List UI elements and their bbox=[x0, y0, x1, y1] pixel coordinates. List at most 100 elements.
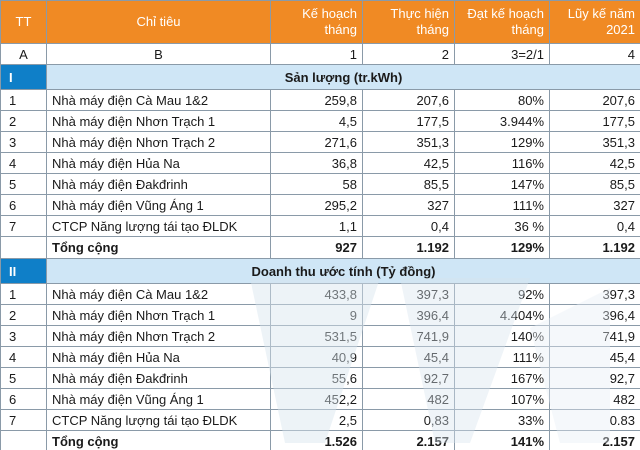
row-ke-hoach: 40,9 bbox=[270, 346, 363, 368]
row-tt: 1 bbox=[0, 89, 47, 111]
total-row: Tổng cộng 1.526 2.157 141% 2.157 bbox=[0, 430, 640, 450]
row-ke-hoach: 36,8 bbox=[270, 152, 363, 174]
row-tt: 3 bbox=[0, 131, 47, 153]
total-ke-hoach: 927 bbox=[270, 236, 363, 259]
section-number: II bbox=[0, 258, 47, 284]
section-number: I bbox=[0, 64, 47, 90]
row-tt: 6 bbox=[0, 194, 47, 216]
row-name: CTCP Năng lượng tái tạo ĐLDK bbox=[46, 409, 271, 431]
row-thuc-hien: 397,3 bbox=[362, 283, 455, 305]
row-thuc-hien: 45,4 bbox=[362, 346, 455, 368]
row-name: Nhà máy điện Nhơn Trạch 2 bbox=[46, 131, 271, 153]
row-luy-ke: 85,5 bbox=[549, 173, 640, 195]
index-cell: 1 bbox=[270, 43, 363, 65]
row-dat-ke-hoach: 167% bbox=[454, 367, 550, 389]
row-luy-ke: 741,9 bbox=[549, 325, 640, 347]
row-thuc-hien: 85,5 bbox=[362, 173, 455, 195]
row-thuc-hien: 482 bbox=[362, 388, 455, 410]
row-name: Nhà máy điện Vũng Áng 1 bbox=[46, 388, 271, 410]
index-cell: 3=2/1 bbox=[454, 43, 550, 65]
row-ke-hoach: 259,8 bbox=[270, 89, 363, 111]
index-cell: 4 bbox=[549, 43, 640, 65]
table-row: 2 Nhà máy điện Nhơn Trạch 1 9 396,4 4.404% 39… bbox=[0, 304, 640, 326]
row-dat-ke-hoach: 129% bbox=[454, 131, 550, 153]
total-label: Tổng cộng bbox=[46, 430, 271, 450]
row-dat-ke-hoach: 80% bbox=[454, 89, 550, 111]
table-row: 4 Nhà máy điện Hủa Na 36,8 42,5 116% 42,5 bbox=[0, 152, 640, 174]
row-thuc-hien: 741,9 bbox=[362, 325, 455, 347]
row-tt: 7 bbox=[0, 409, 47, 431]
row-tt: 7 bbox=[0, 215, 47, 237]
header-thuc-hien-line1: Thực hiện bbox=[390, 6, 449, 21]
row-name: Nhà máy điện Nhơn Trạch 2 bbox=[46, 325, 271, 347]
row-tt: 2 bbox=[0, 110, 47, 132]
row-dat-ke-hoach: 147% bbox=[454, 173, 550, 195]
row-dat-ke-hoach: 111% bbox=[454, 346, 550, 368]
row-ke-hoach: 531,5 bbox=[270, 325, 363, 347]
row-tt: 5 bbox=[0, 367, 47, 389]
header-thuc-hien-line2: tháng bbox=[416, 22, 449, 37]
header-ke-hoach-thang: Kế hoạch tháng bbox=[270, 0, 363, 44]
header-thuc-hien-thang: Thực hiện tháng bbox=[362, 0, 455, 44]
table-row: 5 Nhà máy điện Đakđrinh 55,6 92,7 167% 92,7 bbox=[0, 367, 640, 389]
row-luy-ke: 396,4 bbox=[549, 304, 640, 326]
header-tt: TT bbox=[0, 0, 47, 44]
row-dat-ke-hoach: 140% bbox=[454, 325, 550, 347]
total-row: Tổng cộng 927 1.192 129% 1.192 bbox=[0, 236, 640, 259]
row-luy-ke: 45,4 bbox=[549, 346, 640, 368]
table-row: 2 Nhà máy điện Nhơn Trạch 1 4,5 177,5 3.944%… bbox=[0, 110, 640, 132]
row-name: CTCP Năng lượng tái tạo ĐLDK bbox=[46, 215, 271, 237]
total-luy-ke: 1.192 bbox=[549, 236, 640, 259]
table-row: 7 CTCP Năng lượng tái tạo ĐLDK 2,5 0,83 33% 0… bbox=[0, 409, 640, 431]
row-tt: 6 bbox=[0, 388, 47, 410]
table-row: 3 Nhà máy điện Nhơn Trạch 2 271,6 351,3 129%… bbox=[0, 131, 640, 153]
row-luy-ke: 0.83 bbox=[549, 409, 640, 431]
row-thuc-hien: 42,5 bbox=[362, 152, 455, 174]
row-luy-ke: 397,3 bbox=[549, 283, 640, 305]
row-ke-hoach: 271,6 bbox=[270, 131, 363, 153]
header-row: TT Chỉ tiêu Kế hoạch tháng Thực hiện tháng… bbox=[0, 0, 640, 44]
section-row-doanh-thu: II Doanh thu ước tính (Tỷ đồng) bbox=[0, 258, 640, 284]
row-name: Nhà máy điện Cà Mau 1&2 bbox=[46, 283, 271, 305]
header-ke-hoach-line2: tháng bbox=[324, 22, 357, 37]
row-dat-ke-hoach: 33% bbox=[454, 409, 550, 431]
row-tt: 4 bbox=[0, 152, 47, 174]
row-tt: 3 bbox=[0, 325, 47, 347]
row-tt: 2 bbox=[0, 304, 47, 326]
row-ke-hoach: 433,8 bbox=[270, 283, 363, 305]
row-ke-hoach: 1,1 bbox=[270, 215, 363, 237]
row-luy-ke: 92,7 bbox=[549, 367, 640, 389]
column-index-row: A B 1 2 3=2/1 4 bbox=[0, 43, 640, 65]
row-name: Nhà máy điện Nhơn Trạch 1 bbox=[46, 304, 271, 326]
row-thuc-hien: 207,6 bbox=[362, 89, 455, 111]
row-thuc-hien: 177,5 bbox=[362, 110, 455, 132]
table-row: 1 Nhà máy điện Cà Mau 1&2 433,8 397,3 92% 397… bbox=[0, 283, 640, 305]
row-dat-ke-hoach: 92% bbox=[454, 283, 550, 305]
row-tt: 5 bbox=[0, 173, 47, 195]
row-dat-ke-hoach: 4.404% bbox=[454, 304, 550, 326]
table-row: 6 Nhà máy điện Vũng Áng 1 452,2 482 107% 482 bbox=[0, 388, 640, 410]
index-cell: B bbox=[46, 43, 271, 65]
header-dat-ke-hoach: Đạt kế hoạch tháng bbox=[454, 0, 550, 44]
row-luy-ke: 42,5 bbox=[549, 152, 640, 174]
row-name: Nhà máy điện Đakđrinh bbox=[46, 173, 271, 195]
row-dat-ke-hoach: 107% bbox=[454, 388, 550, 410]
row-luy-ke: 327 bbox=[549, 194, 640, 216]
total-tt bbox=[0, 430, 47, 450]
table-row: 5 Nhà máy điện Đakđrinh 58 85,5 147% 85,5 bbox=[0, 173, 640, 195]
row-thuc-hien: 0,4 bbox=[362, 215, 455, 237]
section-row-san-luong: I Sản lượng (tr.kWh) bbox=[0, 64, 640, 90]
row-tt: 4 bbox=[0, 346, 47, 368]
row-tt: 1 bbox=[0, 283, 47, 305]
row-thuc-hien: 327 bbox=[362, 194, 455, 216]
section-title: Doanh thu ước tính (Tỷ đồng) bbox=[46, 258, 640, 284]
row-luy-ke: 0,4 bbox=[549, 215, 640, 237]
row-name: Nhà máy điện Hủa Na bbox=[46, 346, 271, 368]
table-row: 6 Nhà máy điện Vũng Áng 1 295,2 327 111% 327 bbox=[0, 194, 640, 216]
header-chi-tieu: Chỉ tiêu bbox=[46, 0, 271, 44]
total-dat-ke-hoach: 129% bbox=[454, 236, 550, 259]
row-luy-ke: 351,3 bbox=[549, 131, 640, 153]
row-ke-hoach: 2,5 bbox=[270, 409, 363, 431]
